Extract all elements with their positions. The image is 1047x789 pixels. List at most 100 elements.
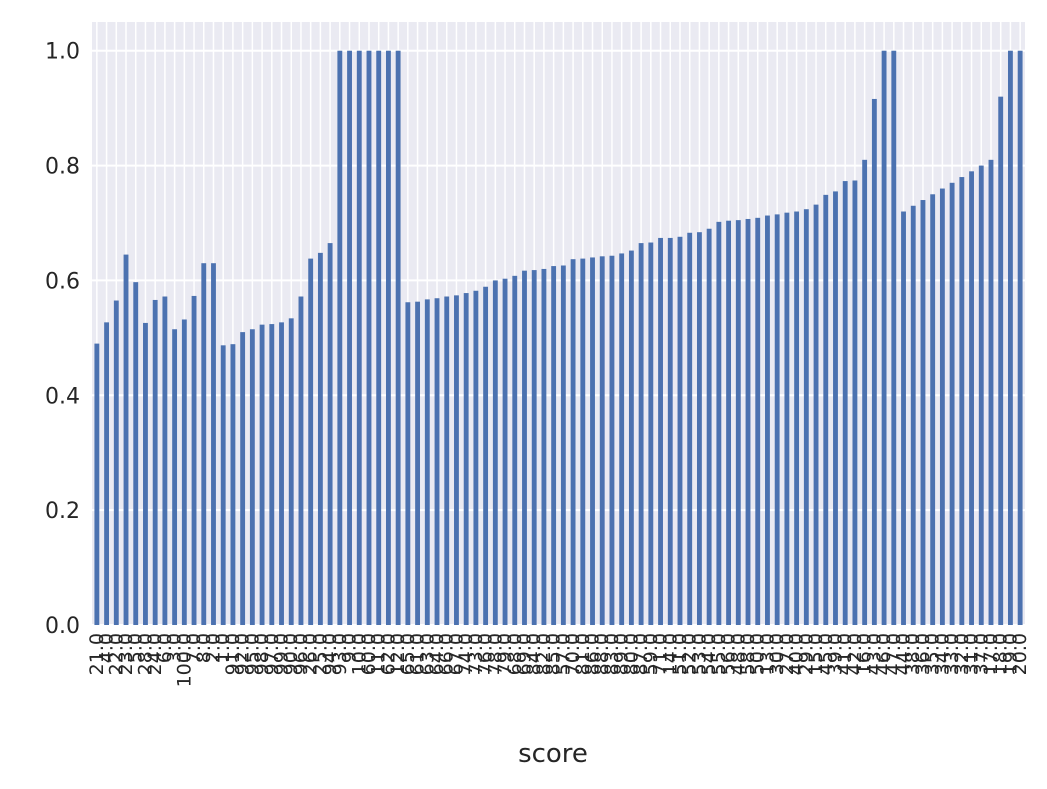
bar bbox=[803, 209, 809, 625]
bar bbox=[560, 265, 566, 625]
x-tick-label: 37.0 bbox=[970, 633, 992, 675]
bar bbox=[716, 221, 722, 625]
bar bbox=[920, 200, 926, 625]
bar bbox=[415, 301, 421, 625]
x-tick-label: 15.0 bbox=[805, 633, 827, 675]
x-tick-label: 98.0 bbox=[251, 633, 273, 675]
x-tick-label: 22.0 bbox=[105, 633, 127, 675]
bar bbox=[279, 322, 284, 625]
x-tick-label: 29.0 bbox=[795, 633, 817, 675]
x-tick-label: 94.0 bbox=[319, 633, 341, 675]
x-tick-label: 32.0 bbox=[951, 633, 973, 675]
bar bbox=[230, 344, 236, 625]
x-tick-label: 55.0 bbox=[708, 633, 730, 675]
bar bbox=[522, 270, 527, 625]
bar bbox=[531, 270, 537, 625]
x-tick-label: 26.0 bbox=[300, 633, 322, 675]
x-tick-label: 9.0 bbox=[339, 633, 361, 663]
x-tick-label: 70.0 bbox=[562, 633, 584, 675]
bar bbox=[337, 50, 343, 625]
bar bbox=[541, 268, 547, 625]
bar bbox=[813, 204, 819, 625]
bar bbox=[104, 322, 110, 625]
bar bbox=[298, 296, 304, 625]
x-tick-label: 7.0 bbox=[183, 633, 205, 663]
x-tick-label: 11.0 bbox=[368, 633, 390, 675]
plot-background bbox=[92, 22, 1025, 625]
bar bbox=[619, 253, 625, 626]
bar bbox=[988, 159, 994, 626]
bar bbox=[599, 256, 605, 625]
x-tick-label: 2.0 bbox=[202, 633, 224, 663]
bar bbox=[833, 191, 838, 625]
x-tick-label: 34.0 bbox=[931, 633, 953, 675]
bar bbox=[978, 165, 984, 626]
bar bbox=[784, 212, 790, 626]
bar bbox=[327, 243, 333, 625]
bar bbox=[658, 237, 663, 625]
x-tick-label: 52.0 bbox=[679, 633, 701, 675]
bar bbox=[638, 243, 644, 625]
x-tick-label: 92.0 bbox=[232, 633, 254, 675]
x-tick-label: 10.0 bbox=[348, 633, 370, 675]
bar bbox=[181, 319, 187, 625]
bar bbox=[667, 237, 673, 625]
bar bbox=[842, 181, 848, 625]
x-tick-label: 16.0 bbox=[854, 633, 876, 675]
x-tick-label: 69.0 bbox=[513, 633, 535, 675]
x-tick-label: 88.0 bbox=[591, 633, 613, 675]
x-tick-label: 21.0 bbox=[86, 633, 108, 675]
x-tick-label: 93.0 bbox=[329, 633, 351, 675]
bar bbox=[94, 343, 100, 625]
x-tick-label: 96.0 bbox=[290, 633, 312, 675]
x-tick-label: 42.0 bbox=[844, 633, 866, 675]
y-tick-label: 1.0 bbox=[45, 40, 80, 65]
x-tick-label: 54.0 bbox=[698, 633, 720, 675]
x-tick-label: 87.0 bbox=[630, 633, 652, 675]
bar bbox=[317, 252, 323, 625]
bar bbox=[881, 50, 887, 625]
x-tick-label: 65.0 bbox=[397, 633, 419, 675]
y-tick-label: 0.6 bbox=[45, 269, 80, 294]
x-tick-label: 79.0 bbox=[494, 633, 516, 675]
x-tick-label: 99.0 bbox=[271, 633, 293, 675]
x-tick-label: 80.0 bbox=[620, 633, 642, 675]
y-tick-labels: 0.0 0.2 0.4 0.6 0.8 1.0 bbox=[45, 40, 80, 639]
y-tick-label: 0.4 bbox=[45, 384, 80, 409]
x-tick-label: 73.0 bbox=[465, 633, 487, 675]
x-tick-label: 67.0 bbox=[445, 633, 467, 675]
x-tick-label: 27.0 bbox=[776, 633, 798, 675]
bar bbox=[930, 194, 936, 626]
bar bbox=[677, 236, 683, 626]
bar bbox=[755, 217, 761, 625]
x-tick-label: 1.0 bbox=[212, 633, 234, 663]
x-tick-label: 64.0 bbox=[426, 633, 448, 675]
x-tick-label: 6.0 bbox=[154, 633, 176, 663]
x-tick-label: 56.0 bbox=[718, 633, 740, 675]
bar bbox=[862, 159, 868, 626]
bar bbox=[1017, 50, 1023, 625]
bar bbox=[871, 98, 877, 625]
bar bbox=[726, 220, 732, 625]
x-tick-label: 38.0 bbox=[902, 633, 924, 675]
x-tick-label: 24.0 bbox=[144, 633, 166, 675]
x-tick-label: 8.0 bbox=[193, 633, 215, 663]
x-tick-label: 47.0 bbox=[883, 633, 905, 675]
bar bbox=[735, 220, 741, 625]
bar bbox=[143, 322, 148, 625]
bar bbox=[347, 50, 352, 625]
x-tick-label: 40.0 bbox=[786, 633, 808, 675]
x-tick-label: 97.0 bbox=[261, 633, 283, 675]
bar bbox=[774, 214, 780, 625]
x-tick-label: 82.0 bbox=[533, 633, 555, 675]
bar bbox=[483, 286, 489, 625]
x-tick-label: 84.0 bbox=[523, 633, 545, 675]
bars bbox=[94, 50, 1023, 626]
bar bbox=[969, 171, 974, 626]
bar bbox=[648, 242, 654, 626]
x-tick-label: 30.0 bbox=[766, 633, 788, 675]
x-tick-label: 91.0 bbox=[222, 633, 244, 675]
x-tick-label: 14.0 bbox=[659, 633, 681, 675]
bar bbox=[901, 211, 906, 625]
